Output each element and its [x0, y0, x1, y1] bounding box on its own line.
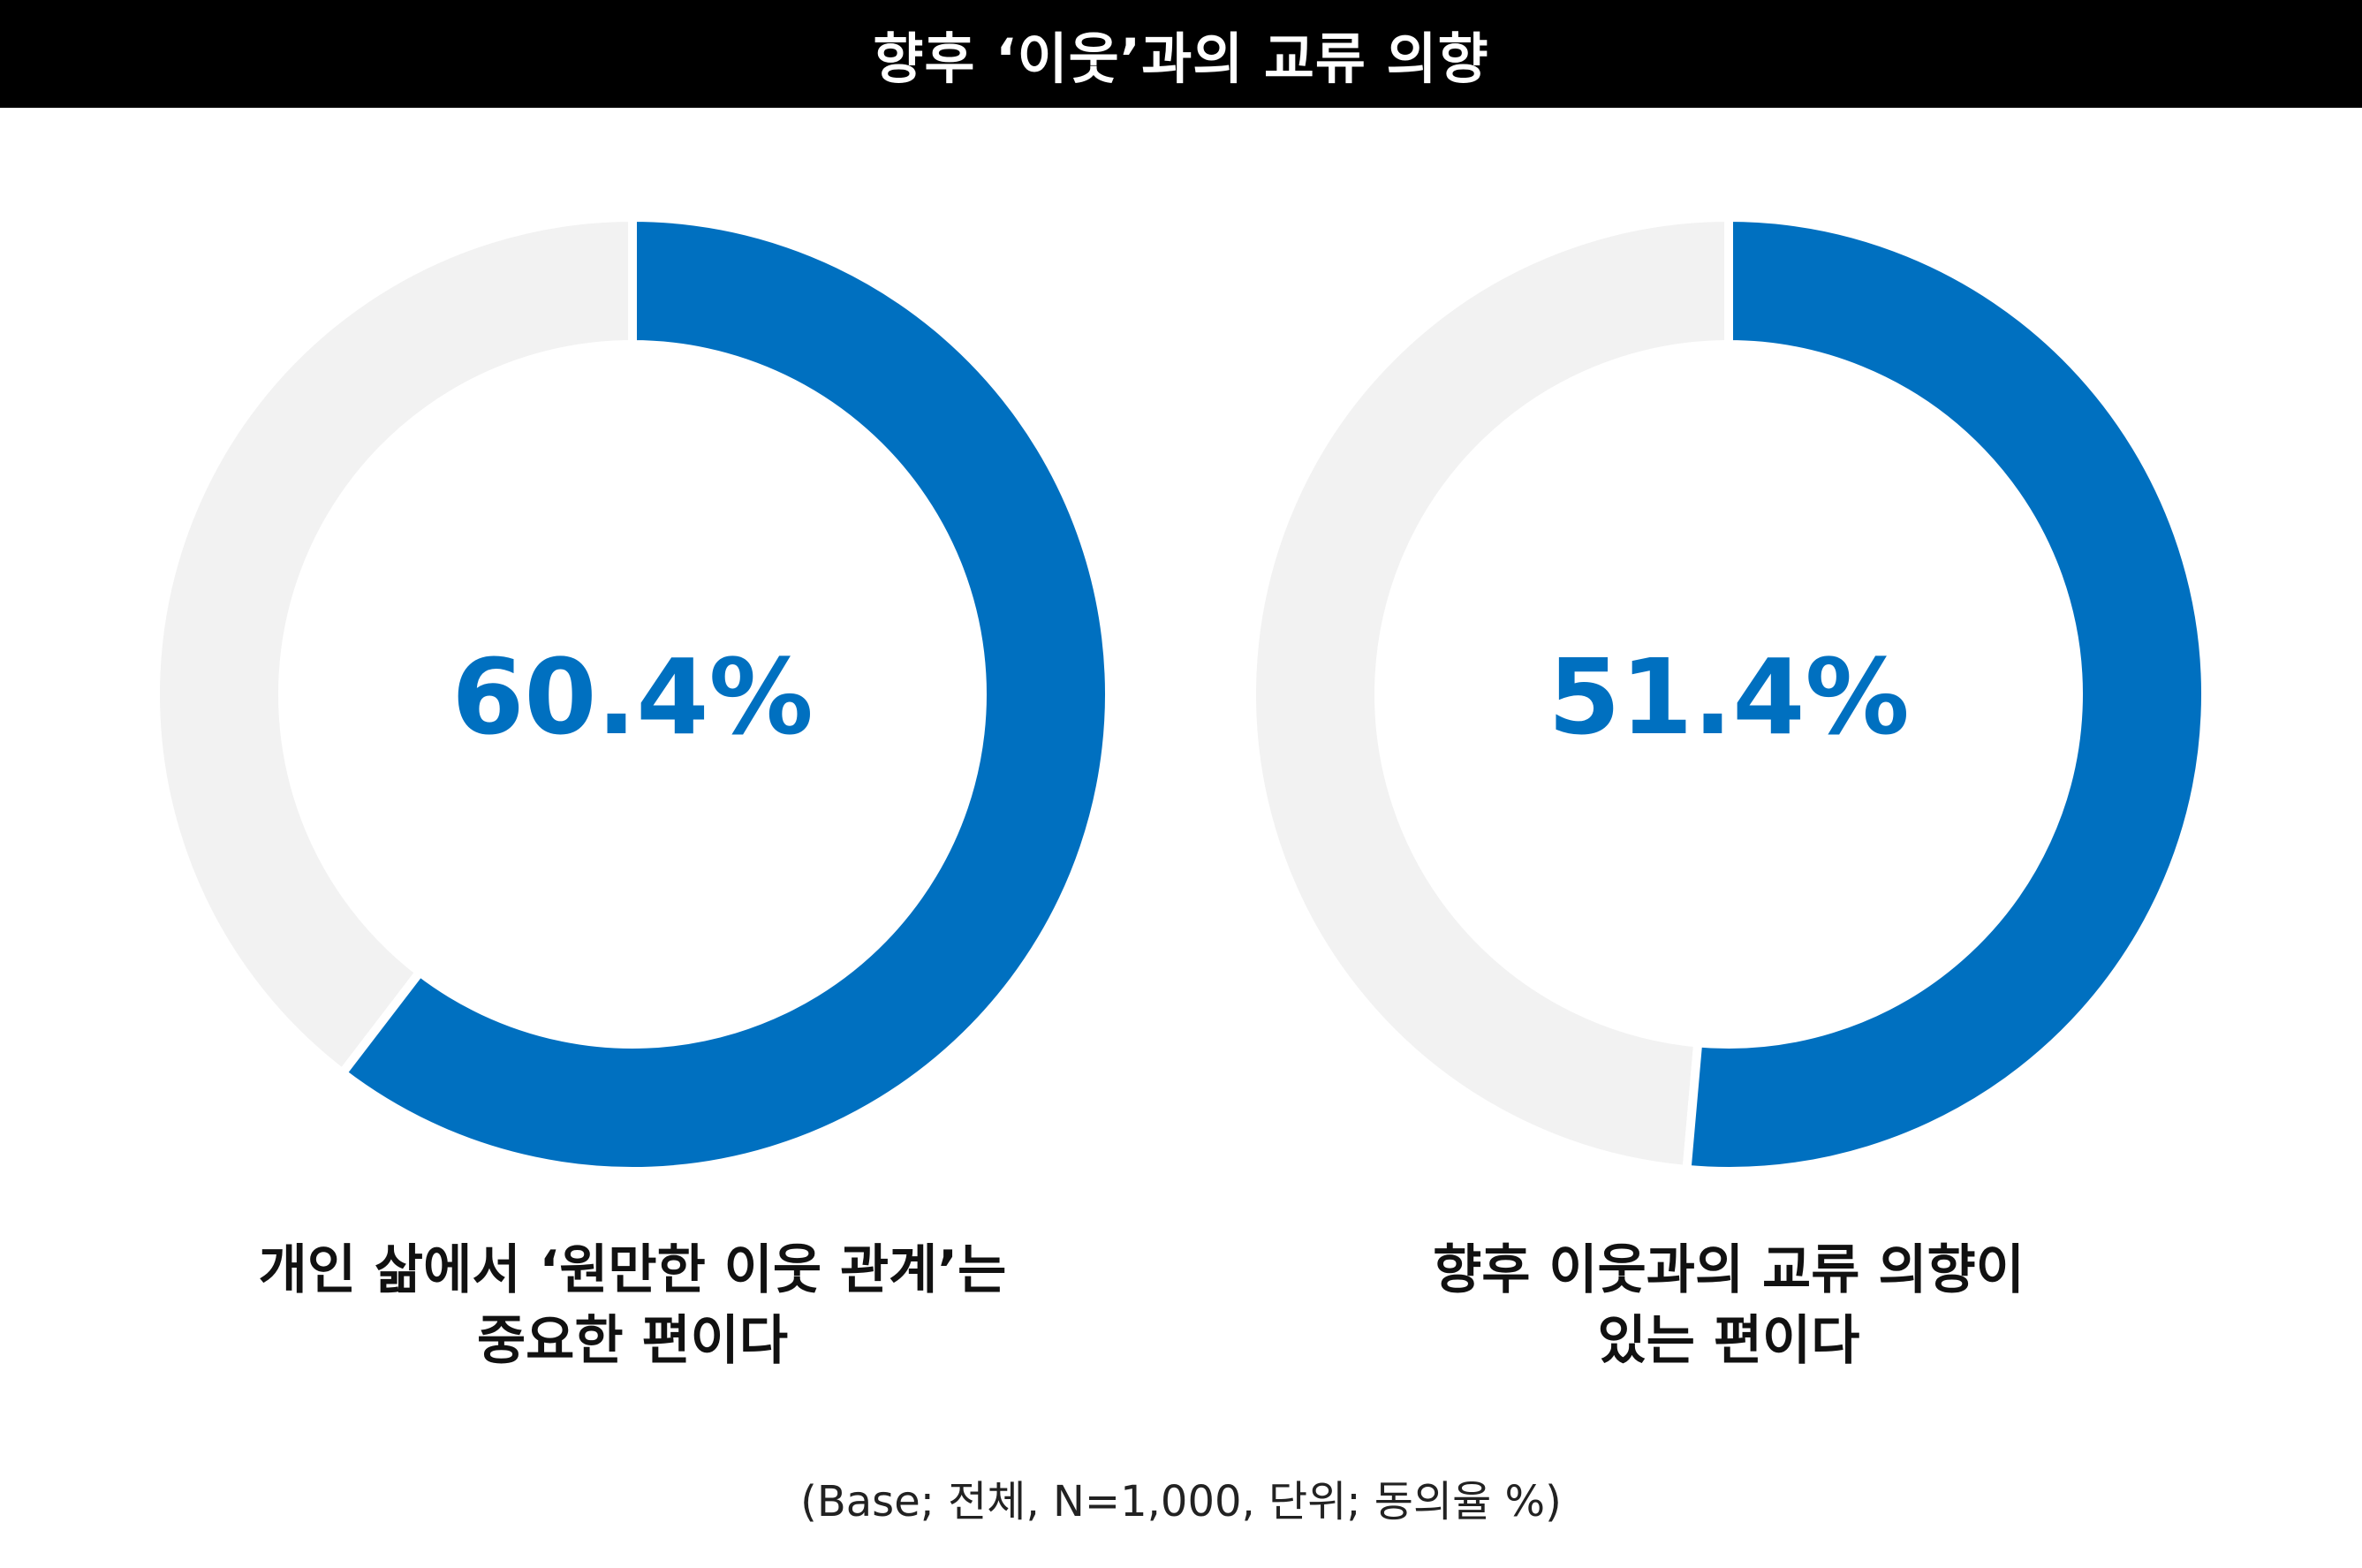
donut-2-caption-line-2: 있는 편이다: [1597, 1310, 1860, 1372]
donut-2-value-label: 51.4%: [1548, 636, 1909, 758]
donut-2-caption: 향후 이웃과의 교류 의향이 있는 편이다: [1243, 1235, 2214, 1376]
donut-1-value-segment: [336, 212, 1115, 1176]
donut-1-caption: 개인 삶에서 ‘원만한 이웃 관계’는 중요한 편이다: [147, 1235, 1118, 1376]
base-note: (Base; 전체, N=1,000, 단위; 동의율 %): [800, 1477, 1562, 1526]
donut-1-value-label: 60.4%: [451, 636, 813, 758]
donut-2-remainder-segment: [1247, 212, 1733, 1175]
donut-1-remainder-segment: [151, 212, 637, 1079]
title-bar: 향후 ‘이웃’과의 교류 의향: [0, 0, 2362, 108]
chart-title: 향후 ‘이웃’과의 교류 의향: [873, 27, 1489, 91]
donut-2-caption-line-1: 향후 이웃과의 교류 의향이: [1433, 1239, 2025, 1301]
donut-chart-2: 51.4%: [1247, 212, 2211, 1176]
donut-1-caption-line-2: 중요한 편이다: [476, 1310, 789, 1372]
donut-1-caption-line-1: 개인 삶에서 ‘원만한 이웃 관계’는: [258, 1239, 1007, 1301]
donut-2-value-segment: [1682, 212, 2211, 1176]
donut-chart-1: 60.4%: [151, 212, 1115, 1176]
